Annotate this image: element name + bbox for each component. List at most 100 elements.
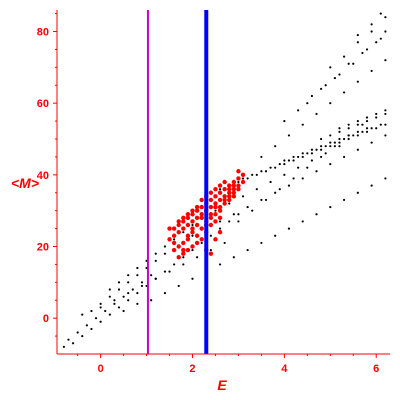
data-point xyxy=(278,188,281,191)
data-point xyxy=(329,145,332,148)
data-point xyxy=(384,177,387,180)
data-point xyxy=(231,183,237,188)
data-point xyxy=(241,177,245,180)
data-point xyxy=(176,229,181,235)
data-point xyxy=(217,190,223,195)
data-point xyxy=(232,256,235,259)
data-point xyxy=(181,247,186,253)
data-point xyxy=(85,324,88,327)
data-point xyxy=(231,186,237,192)
data-point xyxy=(117,281,121,284)
data-point xyxy=(154,259,157,262)
data-point xyxy=(171,226,177,231)
data-point xyxy=(333,141,336,144)
data-point xyxy=(117,306,121,309)
data-point xyxy=(255,173,258,176)
data-point xyxy=(274,191,277,194)
data-point xyxy=(168,270,171,273)
data-point xyxy=(260,241,263,245)
data-point xyxy=(104,309,107,313)
y-ticks: 0 20 40 60 80 xyxy=(37,13,57,337)
vertical-lines-layer xyxy=(146,10,209,354)
data-point xyxy=(342,198,346,202)
data-point xyxy=(384,134,387,137)
data-point xyxy=(199,197,204,203)
data-point xyxy=(333,145,336,148)
data-point xyxy=(379,123,382,126)
data-point xyxy=(356,123,359,126)
data-point xyxy=(163,270,167,273)
data-point xyxy=(301,220,304,223)
data-point xyxy=(347,137,350,141)
y-tick-label: 40 xyxy=(37,170,49,182)
data-point xyxy=(320,155,323,159)
data-point xyxy=(194,233,200,238)
data-point xyxy=(99,320,102,323)
data-point xyxy=(384,59,387,62)
data-point xyxy=(213,201,218,206)
data-point xyxy=(228,220,231,223)
data-point xyxy=(365,48,369,51)
data-point xyxy=(218,263,222,266)
data-point xyxy=(99,302,102,305)
y-axis-label: <M> xyxy=(11,175,39,191)
data-point xyxy=(127,299,130,302)
data-point xyxy=(342,91,346,94)
data-point xyxy=(370,23,373,26)
data-point xyxy=(140,284,144,288)
data-point xyxy=(213,186,218,192)
data-point xyxy=(375,116,378,119)
data-point xyxy=(301,177,304,180)
data-point xyxy=(185,212,191,217)
data-point xyxy=(301,123,304,126)
data-point xyxy=(292,155,295,159)
data-point xyxy=(190,212,195,217)
data-point xyxy=(185,215,191,221)
data-point xyxy=(176,244,181,249)
data-point xyxy=(329,102,332,105)
x-tick-label: 0 xyxy=(98,363,104,375)
data-point xyxy=(283,173,286,176)
data-point xyxy=(213,204,218,210)
data-point xyxy=(347,62,350,65)
data-point xyxy=(191,234,194,237)
data-point xyxy=(306,166,309,169)
data-point xyxy=(117,288,121,291)
data-point xyxy=(379,37,382,40)
data-point xyxy=(171,233,177,238)
data-point xyxy=(361,123,364,126)
data-point xyxy=(127,281,130,284)
data-point xyxy=(71,342,75,345)
data-point xyxy=(236,176,241,181)
data-point xyxy=(384,109,387,112)
data-point xyxy=(154,252,157,255)
data-point xyxy=(190,244,195,249)
data-point xyxy=(136,266,139,270)
data-point xyxy=(76,331,79,334)
data-point xyxy=(208,197,214,203)
data-point xyxy=(191,223,194,227)
data-point xyxy=(108,295,111,298)
data-point xyxy=(356,148,359,151)
data-point xyxy=(347,127,350,130)
data-point xyxy=(190,229,195,235)
data-point xyxy=(223,241,226,245)
data-point xyxy=(181,226,186,231)
data-point xyxy=(163,291,167,295)
data-point xyxy=(370,127,373,130)
data-point xyxy=(356,130,359,133)
data-point xyxy=(246,248,249,252)
data-point xyxy=(190,219,195,224)
data-point xyxy=(127,274,130,277)
data-point xyxy=(136,291,139,295)
data-point xyxy=(297,166,300,169)
data-point xyxy=(356,119,359,123)
data-point xyxy=(329,141,332,144)
x-tick-label: 4 xyxy=(281,363,288,375)
data-point xyxy=(274,166,277,169)
data-point xyxy=(283,119,286,123)
data-point xyxy=(131,288,134,291)
data-point xyxy=(150,299,153,302)
data-point xyxy=(127,291,130,295)
data-point xyxy=(375,41,378,44)
